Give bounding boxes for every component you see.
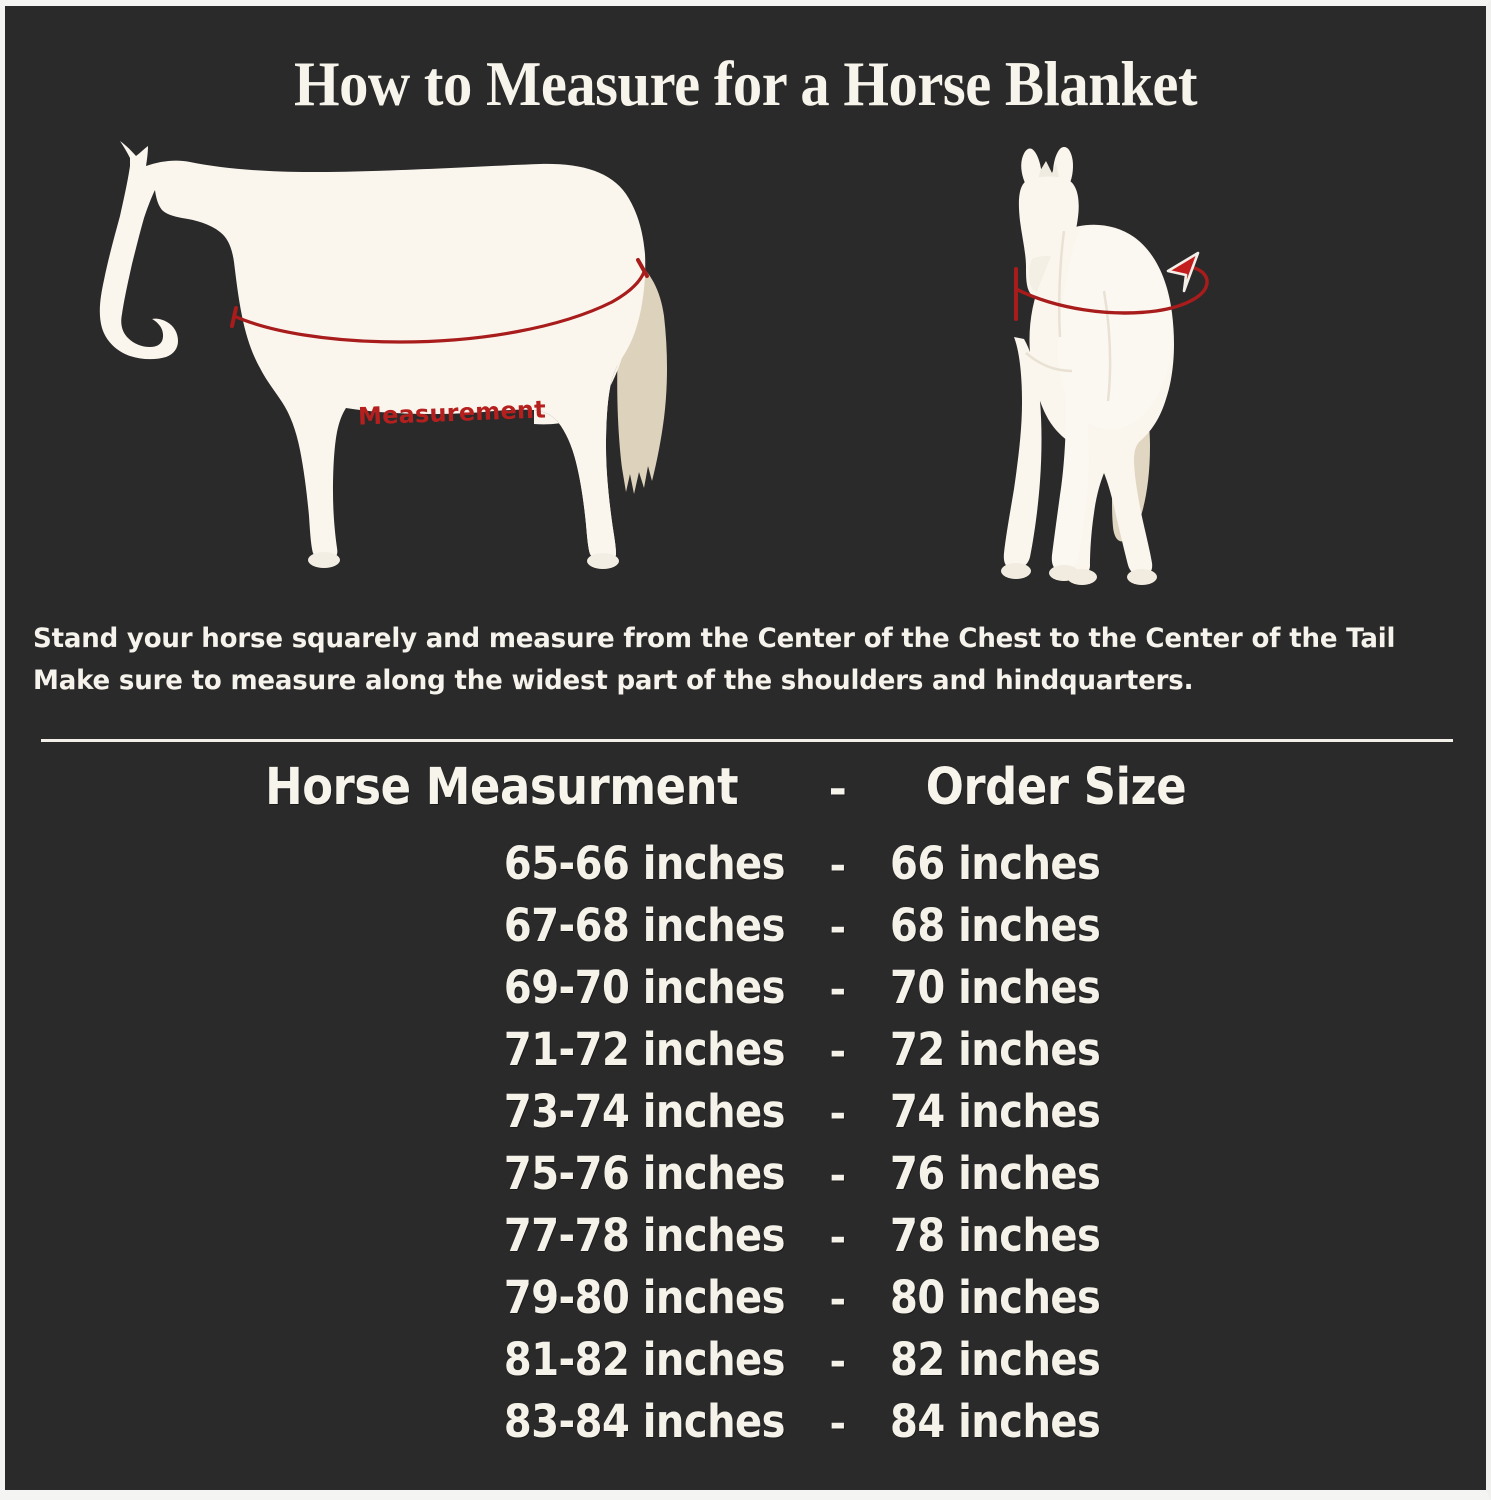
cell-measurement: 79-80 inches	[503, 1271, 786, 1324]
cell-order-size: 80 inches	[890, 1271, 1101, 1324]
table-row: 75-76 inches -76 inches	[5, 1143, 1486, 1205]
table-body: 65-66 inches -66 inches 67-68 inches -68 in…	[5, 833, 1486, 1453]
cell-measurement: 69-70 inches	[503, 961, 786, 1014]
size-chart-table: Horse Measurment - Order Size 65-66 inch…	[5, 758, 1486, 1453]
cell-order-size: 84 inches	[890, 1395, 1101, 1448]
table-row: 65-66 inches -66 inches	[5, 833, 1486, 895]
cell-order-size: 68 inches	[890, 899, 1101, 952]
cell-dash: -	[829, 905, 846, 951]
cell-dash: -	[829, 1153, 846, 1199]
cell-measurement: 75-76 inches	[503, 1147, 786, 1200]
cell-dash: -	[829, 843, 846, 889]
cell-dash: -	[829, 1339, 846, 1385]
cell-measurement: 65-66 inches	[503, 837, 786, 890]
cell-measurement: 67-68 inches	[503, 899, 786, 952]
cell-dash: -	[829, 1029, 846, 1075]
instructions-text: Stand your horse squarely and measure fr…	[33, 618, 1413, 702]
horse-rear-view-icon	[1001, 147, 1209, 585]
column-header-dash: -	[828, 764, 847, 815]
table-row: 67-68 inches -68 inches	[5, 895, 1486, 957]
horse-side-view-icon	[99, 141, 667, 569]
cell-measurement: 83-84 inches	[503, 1395, 786, 1448]
cell-dash: -	[829, 1401, 846, 1447]
table-row: 71-72 inches -72 inches	[5, 1019, 1486, 1081]
cell-order-size: 72 inches	[890, 1023, 1101, 1076]
instruction-line-1: Stand your horse squarely and measure fr…	[33, 623, 1396, 654]
page-title: How to Measure for a Horse Blanket	[293, 49, 1198, 119]
cell-order-size: 82 inches	[890, 1333, 1101, 1386]
illustration-area: Measurement	[5, 126, 1486, 596]
table-row: 81-82 inches -82 inches	[5, 1329, 1486, 1391]
cell-order-size: 70 inches	[890, 961, 1101, 1014]
table-row: 73-74 inches -74 inches	[5, 1081, 1486, 1143]
column-header-order-size: Order Size	[925, 758, 1187, 817]
cell-order-size: 76 inches	[890, 1147, 1101, 1200]
cell-dash: -	[829, 1277, 846, 1323]
column-header-measurement: Horse Measurment	[265, 758, 739, 817]
cell-dash: -	[829, 1215, 846, 1261]
table-header-row: Horse Measurment - Order Size	[5, 758, 1486, 817]
instruction-line-2: Make sure to measure along the widest pa…	[33, 665, 1194, 696]
cell-dash: -	[829, 1091, 846, 1137]
table-row: 79-80 inches -80 inches	[5, 1267, 1486, 1329]
table-row: 77-78 inches -78 inches	[5, 1205, 1486, 1267]
table-row: 69-70 inches -70 inches	[5, 957, 1486, 1019]
cell-dash: -	[829, 967, 846, 1013]
cell-measurement: 77-78 inches	[503, 1209, 786, 1262]
cell-order-size: 78 inches	[890, 1209, 1101, 1262]
table-row: 83-84 inches -84 inches	[5, 1391, 1486, 1453]
cell-measurement: 81-82 inches	[503, 1333, 786, 1386]
cell-order-size: 74 inches	[890, 1085, 1101, 1138]
section-divider	[41, 739, 1453, 742]
cell-measurement: 71-72 inches	[503, 1023, 786, 1076]
cell-measurement: 73-74 inches	[503, 1085, 786, 1138]
cell-order-size: 66 inches	[890, 837, 1101, 890]
